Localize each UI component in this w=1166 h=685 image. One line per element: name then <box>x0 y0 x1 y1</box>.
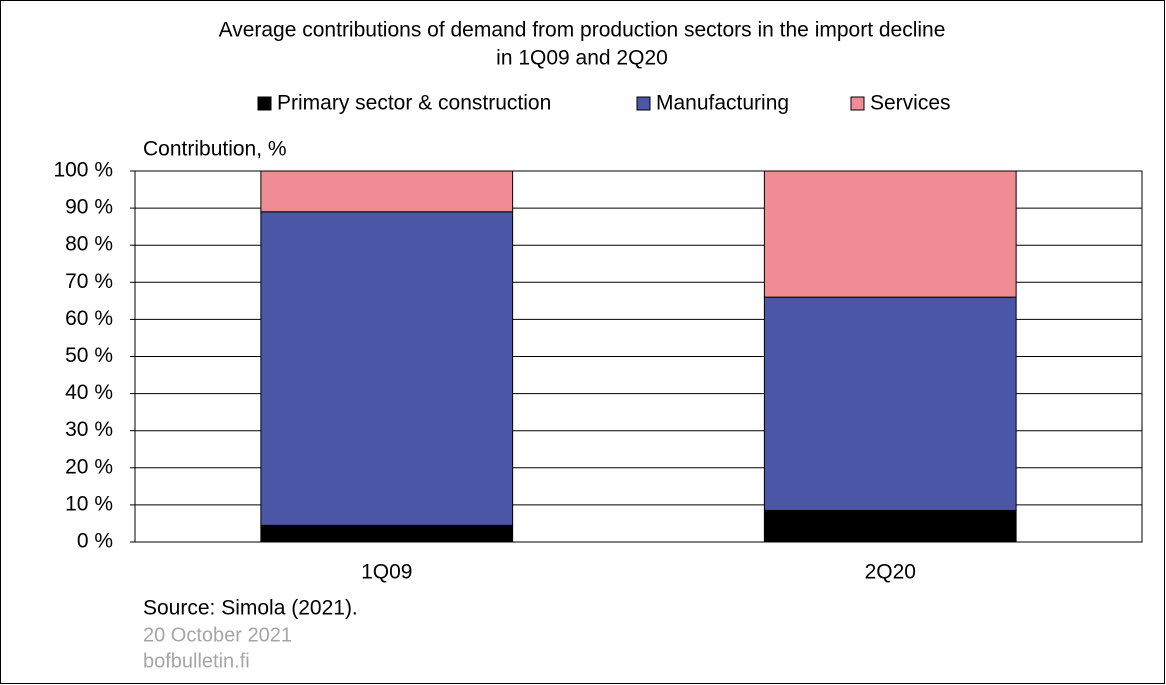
source: Source: Simola (2021). <box>143 597 358 620</box>
bar-segment <box>763 296 1017 511</box>
site: bofbulletin.fi <box>143 650 250 672</box>
y-axis-label: Contribution, % <box>143 138 287 161</box>
x-tick-label: 1Q09 <box>361 561 412 584</box>
y-tick-label: 40 % <box>65 381 113 404</box>
y-tick-label: 20 % <box>65 455 113 478</box>
bar-segment <box>763 170 1017 298</box>
y-tick-label: 60 % <box>65 307 113 330</box>
legend-label: Services <box>870 92 951 115</box>
y-tick-label: 70 % <box>65 270 113 293</box>
bar-segment <box>260 211 514 526</box>
y-tick-label: 80 % <box>65 233 113 256</box>
legend-swatch <box>257 96 272 111</box>
y-tick-label: 90 % <box>65 196 113 219</box>
y-tick-label: 100 % <box>53 159 113 182</box>
legend-label: Primary sector & construction <box>277 92 551 115</box>
date: 20 October 2021 <box>143 624 292 646</box>
bar-segment <box>260 524 514 543</box>
y-tick-label: 50 % <box>65 344 113 367</box>
legend-label: Manufacturing <box>656 92 789 115</box>
y-tick-label: 30 % <box>65 418 113 441</box>
legend-swatch <box>850 96 865 111</box>
y-tick-label: 0 % <box>77 530 113 553</box>
x-tick-label: 2Q20 <box>865 561 916 584</box>
bar-segment <box>763 509 1017 543</box>
chart-title: Average contributions of demand from pro… <box>219 19 946 42</box>
chart-title: in 1Q09 and 2Q20 <box>496 47 668 70</box>
y-tick-label: 10 % <box>65 492 113 515</box>
bar-segment <box>260 170 514 213</box>
legend-swatch <box>636 96 651 111</box>
